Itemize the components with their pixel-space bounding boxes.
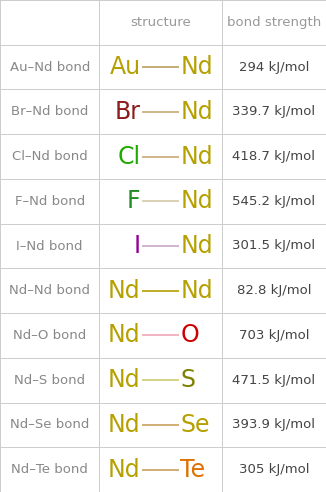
Text: Au: Au [110, 55, 141, 79]
Text: Nd–O bond: Nd–O bond [13, 329, 86, 342]
Text: 294 kJ/mol: 294 kJ/mol [239, 61, 309, 74]
Text: bond strength: bond strength [227, 16, 321, 29]
Text: Nd: Nd [108, 368, 141, 392]
Text: F–Nd bond: F–Nd bond [15, 195, 85, 208]
Text: Cl–Nd bond: Cl–Nd bond [12, 150, 88, 163]
Text: Nd: Nd [108, 413, 141, 437]
Text: Nd: Nd [108, 279, 141, 303]
Text: Se: Se [181, 413, 210, 437]
Text: 82.8 kJ/mol: 82.8 kJ/mol [237, 284, 311, 297]
Text: Nd: Nd [181, 234, 213, 258]
Text: I–Nd bond: I–Nd bond [17, 240, 83, 252]
Text: Nd: Nd [181, 100, 213, 124]
Text: 393.9 kJ/mol: 393.9 kJ/mol [232, 418, 315, 431]
Text: Nd: Nd [181, 189, 213, 213]
Text: Nd–Nd bond: Nd–Nd bond [9, 284, 90, 297]
Text: Nd–S bond: Nd–S bond [14, 374, 85, 387]
Text: 305 kJ/mol: 305 kJ/mol [239, 463, 309, 476]
Text: Nd: Nd [108, 458, 141, 482]
Text: S: S [181, 368, 196, 392]
Text: Nd: Nd [108, 323, 141, 347]
Text: 301.5 kJ/mol: 301.5 kJ/mol [232, 240, 315, 252]
Text: Br–Nd bond: Br–Nd bond [11, 105, 88, 118]
Text: Au–Nd bond: Au–Nd bond [9, 61, 90, 74]
Text: Br: Br [115, 100, 141, 124]
Text: 471.5 kJ/mol: 471.5 kJ/mol [232, 374, 315, 387]
Text: 703 kJ/mol: 703 kJ/mol [239, 329, 309, 342]
Text: Te: Te [181, 458, 206, 482]
Text: structure: structure [130, 16, 191, 29]
Text: Nd: Nd [181, 145, 213, 169]
Text: 339.7 kJ/mol: 339.7 kJ/mol [232, 105, 315, 118]
Text: Nd–Te bond: Nd–Te bond [11, 463, 88, 476]
Text: Nd: Nd [181, 279, 213, 303]
Text: Nd–Se bond: Nd–Se bond [10, 418, 89, 431]
Text: I: I [134, 234, 141, 258]
Text: O: O [181, 323, 199, 347]
Text: 418.7 kJ/mol: 418.7 kJ/mol [232, 150, 315, 163]
Text: Nd: Nd [181, 55, 213, 79]
Text: 545.2 kJ/mol: 545.2 kJ/mol [232, 195, 315, 208]
Text: Cl: Cl [118, 145, 141, 169]
Text: F: F [127, 189, 141, 213]
